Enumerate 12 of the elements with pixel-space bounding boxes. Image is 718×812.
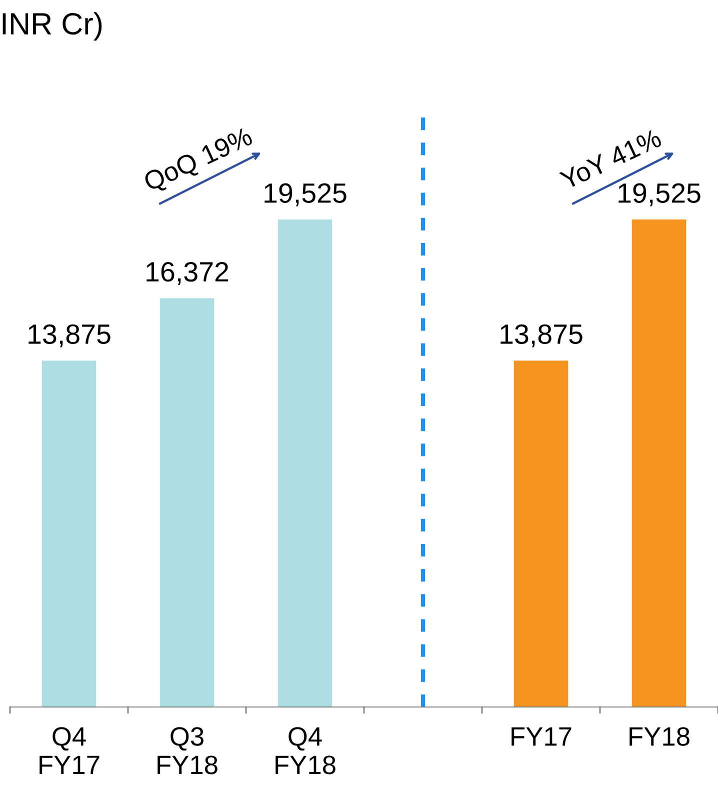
data-label: 13,875 <box>28 324 110 348</box>
data-label: 16,372 <box>146 262 228 285</box>
x-tick-label: Q4 FY18 <box>276 727 336 774</box>
data-label: 13,875 <box>500 324 582 348</box>
data-label: 19,525 <box>618 183 700 206</box>
x-tick-label: FY18 <box>630 727 690 746</box>
text: QoQ 19% <box>142 126 256 196</box>
x-tick-label: FY17 <box>512 727 572 746</box>
chart-title: INR Cr) <box>2 12 102 41</box>
x-tick-label: Q4 FY17 <box>40 727 100 774</box>
x-tick-label: Q3 FY18 <box>158 727 218 774</box>
data-label: 19,525 <box>264 183 346 206</box>
